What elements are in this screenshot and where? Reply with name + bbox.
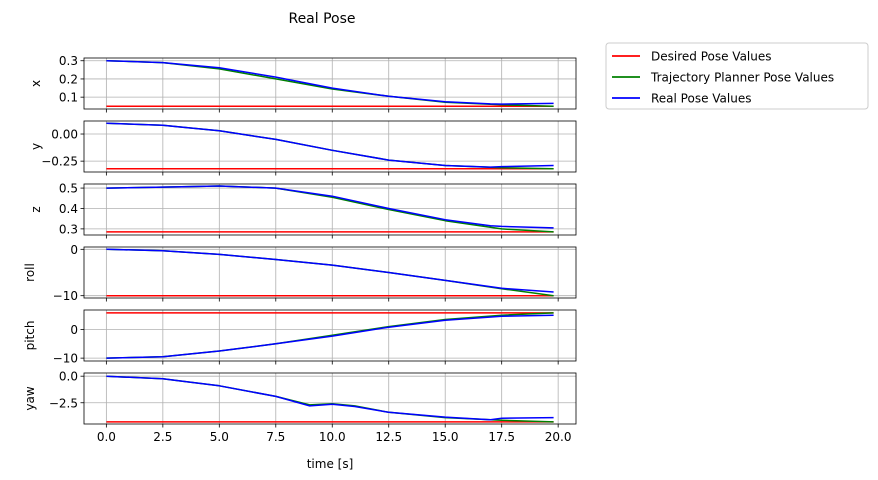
x-tick-label: 7.5 xyxy=(266,430,285,444)
y-tick-label: 0.5 xyxy=(59,182,78,196)
legend: Desired Pose Values Trajectory Planner Po… xyxy=(605,42,869,110)
y-tick-label: −10 xyxy=(53,289,78,303)
series-group xyxy=(106,375,554,423)
y-tick-label: −10 xyxy=(53,352,78,366)
x-tick-label: 17.5 xyxy=(488,430,515,444)
series-line-trajectory-planner-pose-values xyxy=(106,122,554,170)
y-axis-label-y: y xyxy=(29,143,43,150)
y-tick-label: 0.2 xyxy=(59,72,78,86)
x-tick-label: 0.0 xyxy=(97,430,116,444)
y-tick-label: 0.00 xyxy=(51,128,78,142)
series-line-real-pose-values xyxy=(106,314,554,359)
axes-frame xyxy=(83,57,577,110)
y-tick-label: −2.5 xyxy=(49,396,78,410)
series-line-trajectory-planner-pose-values xyxy=(106,312,554,359)
series-line-trajectory-planner-pose-values xyxy=(106,375,554,423)
subplots: 0.10.20.3x−0.250.00y0.30.40.5z−100roll−1… xyxy=(23,54,577,444)
y-axis-label-x: x xyxy=(29,80,43,87)
y-axis-label-z: z xyxy=(29,206,43,212)
series-group xyxy=(106,122,554,170)
axes-frame xyxy=(83,183,577,236)
subplot-z: 0.3 0.4 0.5 z xyxy=(29,182,577,239)
subplot-x: 0.1 0.2 0.3 x xyxy=(29,54,577,113)
subplot-y: −0.25 0.00 y xyxy=(29,120,577,176)
x-axis-label: time [s] xyxy=(307,457,354,471)
y-tick-label: 0.3 xyxy=(59,222,78,236)
x-tick-label: 5.0 xyxy=(210,430,229,444)
series-line-trajectory-planner-pose-values xyxy=(106,59,554,108)
series-group xyxy=(106,185,554,233)
x-tick-label: 10.0 xyxy=(319,430,346,444)
y-tick-label: −0.25 xyxy=(41,155,78,169)
axes-frame xyxy=(83,372,577,425)
y-tick-label: 0 xyxy=(70,323,78,337)
x-tick-label: 20.0 xyxy=(545,430,572,444)
series-line-real-pose-values xyxy=(106,59,554,105)
series-line-real-pose-values xyxy=(106,248,554,293)
y-tick-label: 0.1 xyxy=(59,91,78,105)
y-tick-label: 0.0 xyxy=(59,370,78,384)
legend-frame xyxy=(605,42,869,110)
legend-label: Real Pose Values xyxy=(651,92,752,106)
axes-frame xyxy=(83,246,577,299)
x-tick-label: 12.5 xyxy=(375,430,402,444)
x-tick-label: 2.5 xyxy=(153,430,172,444)
x-tick-label: 15.0 xyxy=(432,430,459,444)
series-group xyxy=(106,248,554,297)
series-group xyxy=(106,312,554,359)
axes-frame xyxy=(83,309,577,362)
legend-label: Desired Pose Values xyxy=(651,50,772,64)
y-axis-label-roll: roll xyxy=(23,263,37,282)
series-line-real-pose-values xyxy=(106,185,554,229)
subplot-pitch: −10 0 pitch xyxy=(23,309,577,366)
y-axis-label-pitch: pitch xyxy=(23,321,37,351)
series-line-trajectory-planner-pose-values xyxy=(106,248,554,297)
subplot-roll: −10 0 roll xyxy=(23,243,577,303)
subplot-yaw: 0.0 2.5 5.0 7.5 10.0 12.5 15.0 17.5 20.0 −2.5 0.0 y… xyxy=(23,370,577,444)
y-axis-label-yaw: yaw xyxy=(23,386,37,410)
y-tick-label: 0.3 xyxy=(59,54,78,68)
y-tick-label: 0 xyxy=(70,243,78,257)
series-group xyxy=(106,59,554,108)
chart-title: Real Pose xyxy=(288,11,355,27)
y-tick-label: 0.4 xyxy=(59,202,78,216)
series-line-real-pose-values xyxy=(106,122,554,168)
series-line-real-pose-values xyxy=(106,375,554,421)
axes-frame xyxy=(83,120,577,173)
legend-label: Trajectory Planner Pose Values xyxy=(650,71,834,85)
